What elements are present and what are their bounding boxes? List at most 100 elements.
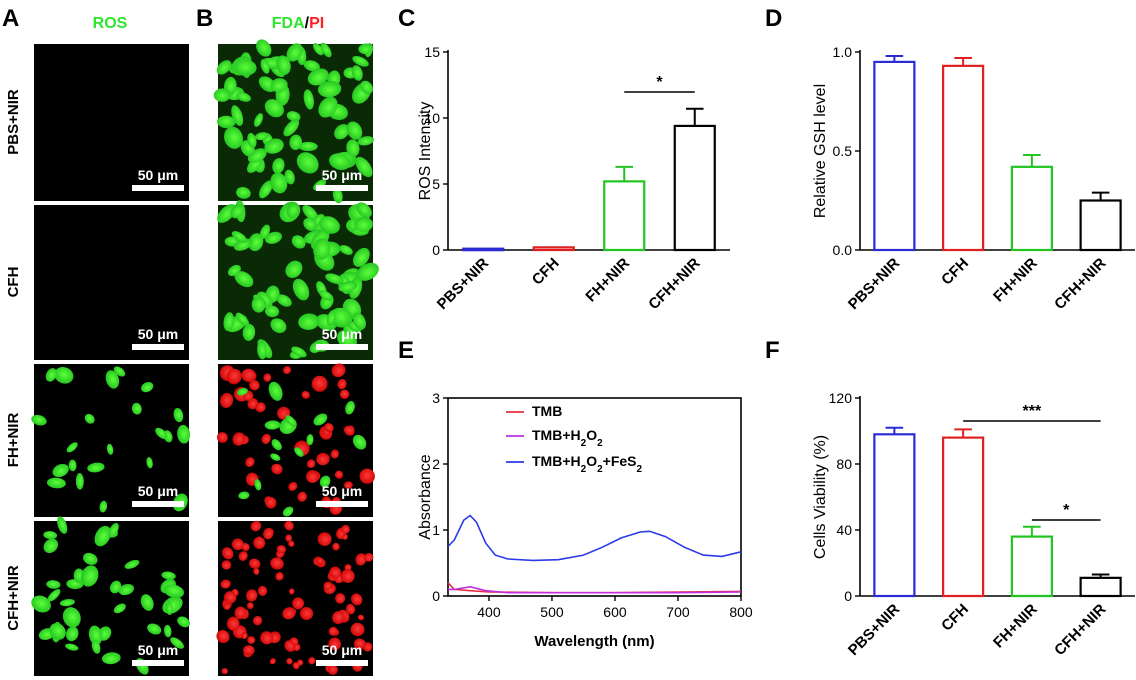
cell-shape — [268, 381, 283, 401]
significance-label: *** — [1023, 403, 1042, 420]
cell-shape — [313, 43, 324, 56]
cell-shape — [286, 43, 303, 62]
cell-shape — [285, 534, 292, 542]
panel-a-header: ROS — [93, 15, 128, 32]
cell-shape — [248, 233, 264, 252]
cell-shape — [170, 637, 184, 649]
cell-shape — [222, 547, 234, 560]
x-tick-label: PBS+NIR — [434, 255, 492, 313]
scale-bar-label: 50 μm — [138, 642, 178, 658]
ros-image-cfh-nir — [31, 516, 190, 676]
cell-shape — [216, 432, 228, 443]
cell-shape — [265, 497, 277, 509]
cell-shape — [46, 477, 66, 489]
scale-bar-label: 50 μm — [138, 483, 178, 499]
cell-shape — [317, 532, 332, 546]
x-tick-label: FH+NIR — [990, 601, 1041, 652]
cell-shape — [306, 459, 316, 468]
cell-shape — [356, 202, 372, 218]
cell-shape — [263, 373, 272, 382]
x-tick-label: 600 — [603, 604, 627, 620]
cell-shape — [177, 616, 190, 628]
x-tick-label: 700 — [666, 604, 690, 620]
y-axis-label: Relative GSH level — [812, 84, 829, 218]
bar — [603, 180, 646, 252]
cell-shape — [237, 387, 248, 396]
cell-shape — [88, 625, 103, 646]
cell-shape — [213, 88, 231, 102]
cell-shape — [271, 463, 283, 475]
cell-shape — [316, 452, 330, 466]
panel-label-a: A — [2, 5, 19, 32]
cell-shape — [113, 366, 126, 377]
bar — [532, 246, 575, 252]
cell-shape — [282, 607, 296, 620]
cell-shape — [270, 172, 288, 194]
cell-shape — [335, 593, 346, 604]
cell-shape — [316, 557, 324, 566]
cell-shape — [346, 139, 360, 157]
cell-shape — [329, 566, 342, 579]
cell-shape — [118, 584, 135, 596]
y-tick-label: 0 — [432, 588, 440, 604]
cell-shape — [327, 664, 338, 675]
cell-shape — [54, 366, 74, 384]
cell-shape — [342, 534, 348, 540]
ros-image-cfh — [34, 205, 189, 360]
cell-shape — [326, 310, 336, 327]
panel-label-b: B — [196, 5, 213, 32]
cell-shape — [283, 119, 300, 137]
cell-shape — [231, 538, 244, 551]
y-tick-label: 0 — [844, 588, 852, 604]
cell-shape — [220, 392, 234, 408]
scale-bar — [132, 660, 184, 666]
ros-image-fh-nir — [31, 364, 191, 517]
cell-shape — [284, 169, 295, 185]
cell-shape — [332, 542, 340, 551]
cell-shape — [259, 180, 273, 199]
cell-shape — [264, 138, 284, 154]
cell-shape — [140, 594, 154, 611]
cell-shape — [238, 551, 248, 561]
cell-shape — [301, 391, 310, 399]
row-label-cfh: CFH — [5, 267, 22, 298]
cell-shape — [282, 506, 294, 517]
cell-shape — [221, 560, 232, 570]
cell-shape — [246, 589, 258, 602]
cell-shape — [328, 637, 342, 651]
cell-shape — [161, 571, 176, 580]
cell-shape — [284, 520, 294, 531]
cell-shape — [261, 433, 271, 444]
cell-shape — [307, 68, 329, 86]
cell-shape — [101, 652, 121, 665]
cell-shape — [355, 553, 367, 566]
cell-shape — [47, 589, 61, 602]
cell-shape — [328, 626, 338, 636]
cell-shape — [227, 264, 241, 277]
cell-shape — [242, 323, 256, 341]
cell-shape — [146, 457, 153, 469]
cell-shape — [234, 606, 247, 620]
cell-shape — [329, 153, 351, 170]
bar — [942, 436, 985, 598]
header-pi: PI — [309, 15, 324, 32]
cell-shape — [303, 218, 317, 231]
cell-shape — [303, 60, 320, 72]
cell-shape — [254, 132, 269, 141]
bar — [673, 124, 716, 252]
cell-shape — [166, 602, 173, 615]
cell-shape — [288, 481, 298, 491]
scale-bar-label: 50 μm — [322, 167, 362, 183]
cell-shape — [292, 597, 305, 610]
cell-shape — [260, 631, 274, 645]
cell-shape — [337, 378, 347, 390]
x-tick-label: CFH — [938, 255, 972, 289]
cell-shape — [264, 99, 284, 118]
series-line — [447, 514, 742, 562]
cell-shape — [355, 156, 373, 178]
y-axis-label: ROS Intensity — [417, 102, 434, 201]
cell-shape — [163, 624, 172, 638]
cell-shape — [353, 247, 370, 267]
cell-shape — [254, 113, 263, 127]
